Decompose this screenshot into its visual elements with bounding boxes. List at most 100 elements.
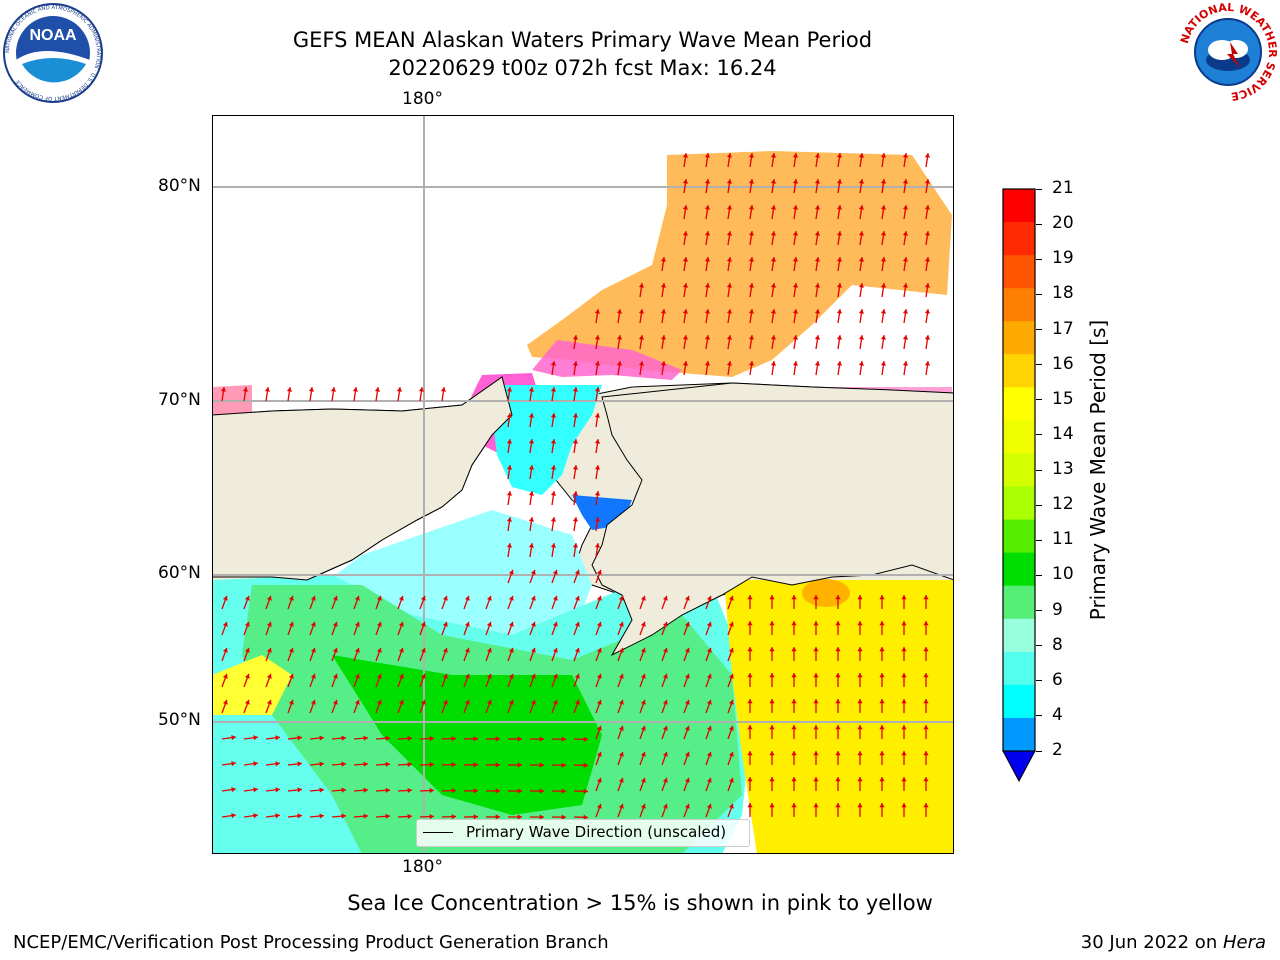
wave-arrowhead — [596, 803, 602, 809]
colorbar-band — [1003, 684, 1035, 719]
wave-arrowhead — [662, 621, 668, 627]
wave-arrowhead — [253, 735, 258, 741]
wave-arrowhead — [594, 309, 601, 314]
wave-arrowhead — [561, 736, 566, 742]
wave-arrowhead — [792, 205, 799, 210]
wave-arrowhead — [528, 465, 535, 470]
wave-arrowhead — [640, 777, 646, 783]
wave-arrowhead — [640, 673, 646, 679]
wave-arrowhead — [858, 361, 865, 366]
wave-arrowhead — [616, 361, 623, 366]
wave-arrowhead — [550, 465, 557, 470]
wave-arrowhead — [398, 647, 404, 653]
wave-arrowhead — [530, 647, 536, 653]
wave-arrowhead — [813, 621, 819, 626]
colorbar-tick-label: 13 — [1052, 459, 1074, 479]
wave-arrowhead — [857, 621, 863, 626]
wave-arrowhead — [924, 283, 931, 288]
wave-arrowhead — [596, 647, 602, 653]
wave-arrowhead — [464, 699, 470, 705]
wave-arrowhead — [572, 543, 579, 548]
colorbar-band — [1003, 453, 1035, 488]
wave-arrowhead — [517, 736, 522, 742]
wave-arrowhead — [836, 231, 843, 236]
wave-arrowhead — [506, 413, 513, 418]
wave-arrowhead — [902, 361, 909, 366]
wave-arrowhead — [704, 205, 711, 210]
wave-arrowhead — [769, 621, 775, 626]
wave-arrowhead — [640, 725, 646, 731]
wave-arrowhead — [902, 335, 909, 340]
wave-arrowhead — [857, 777, 863, 782]
wave-arrowhead — [596, 725, 602, 731]
wave-arrowhead — [574, 595, 580, 601]
wave-arrowhead — [791, 647, 797, 652]
wave-arrowhead — [770, 205, 777, 210]
wave-arrowhead — [332, 647, 338, 653]
wave-arrowhead — [835, 777, 841, 782]
colorbar-under-triangle — [1002, 750, 1036, 783]
wave-arrowhead — [747, 699, 753, 704]
wave-arrowhead — [747, 725, 753, 730]
wave-arrowhead — [640, 621, 646, 627]
wave-arrowhead — [618, 803, 624, 809]
wave-arrowhead — [924, 361, 931, 366]
wave-arrowhead — [813, 595, 819, 600]
wave-arrowhead — [813, 699, 819, 704]
colorbar-tick-mark — [1036, 610, 1042, 611]
wave-arrowhead — [275, 787, 280, 793]
wave-arrowhead — [682, 205, 689, 210]
wave-arrowhead — [638, 309, 645, 314]
wave-arrowhead — [231, 787, 236, 793]
wave-arrowhead — [398, 595, 404, 601]
wave-arrowhead — [684, 803, 690, 809]
wave-arrowhead — [429, 787, 434, 794]
wave-arrowhead — [530, 621, 536, 627]
wave-arrowhead — [791, 595, 797, 600]
lon-label-bottom: 180° — [402, 857, 443, 877]
wave-arrowhead — [728, 777, 734, 783]
colorbar-tick-label: 8 — [1052, 634, 1063, 655]
wave-arrowhead — [332, 699, 338, 705]
colorbar-tick-mark — [1036, 399, 1042, 401]
wave-arrowhead — [508, 647, 514, 653]
wave-arrowhead — [704, 153, 711, 158]
wave-arrowhead — [473, 762, 478, 768]
wave-arrowhead — [682, 283, 689, 288]
wave-arrowhead — [748, 153, 755, 158]
wave-arrowhead — [508, 621, 514, 627]
wave-arrowhead — [539, 736, 544, 742]
wave-arrowhead — [618, 777, 624, 783]
wave-arrowhead — [266, 595, 272, 601]
colorbar-tick-label: 20 — [1052, 213, 1074, 234]
footer-left: NCEP/EMC/Verification Post Processing Pr… — [13, 932, 609, 953]
graticule — [212, 115, 954, 854]
wave-arrowhead — [288, 673, 294, 679]
wave-arrowhead — [770, 335, 777, 340]
wave-arrowhead — [583, 736, 588, 742]
wave-arrowhead — [857, 699, 863, 704]
wave-arrowhead — [706, 777, 712, 783]
wave-arrowhead — [506, 439, 513, 444]
footer-host: Hera — [1222, 932, 1266, 953]
colorbar-tick-mark — [1036, 680, 1042, 682]
wave-arrowhead — [464, 595, 470, 601]
wave-arrowhead — [747, 621, 753, 626]
wave-arrowhead — [662, 803, 668, 809]
wave-arrowhead — [222, 647, 228, 653]
wave-arrowhead — [704, 309, 711, 314]
wave-arrowhead — [420, 647, 426, 653]
colorbar-tick-mark — [1036, 750, 1042, 752]
wave-arrowhead — [420, 699, 426, 705]
wave-arrowhead — [662, 673, 668, 679]
wave-arrowhead — [552, 595, 558, 601]
wave-arrowhead — [572, 439, 579, 444]
lat-label-70: 70°N — [158, 390, 201, 410]
wave-arrowhead — [528, 413, 535, 418]
wave-arrowhead — [539, 762, 544, 768]
wave-arrowhead — [506, 517, 513, 522]
wave-arrowhead — [924, 335, 931, 340]
wave-arrowhead — [835, 751, 841, 756]
lat-label-50: 50°N — [158, 710, 201, 730]
wave-arrowhead — [552, 621, 558, 627]
